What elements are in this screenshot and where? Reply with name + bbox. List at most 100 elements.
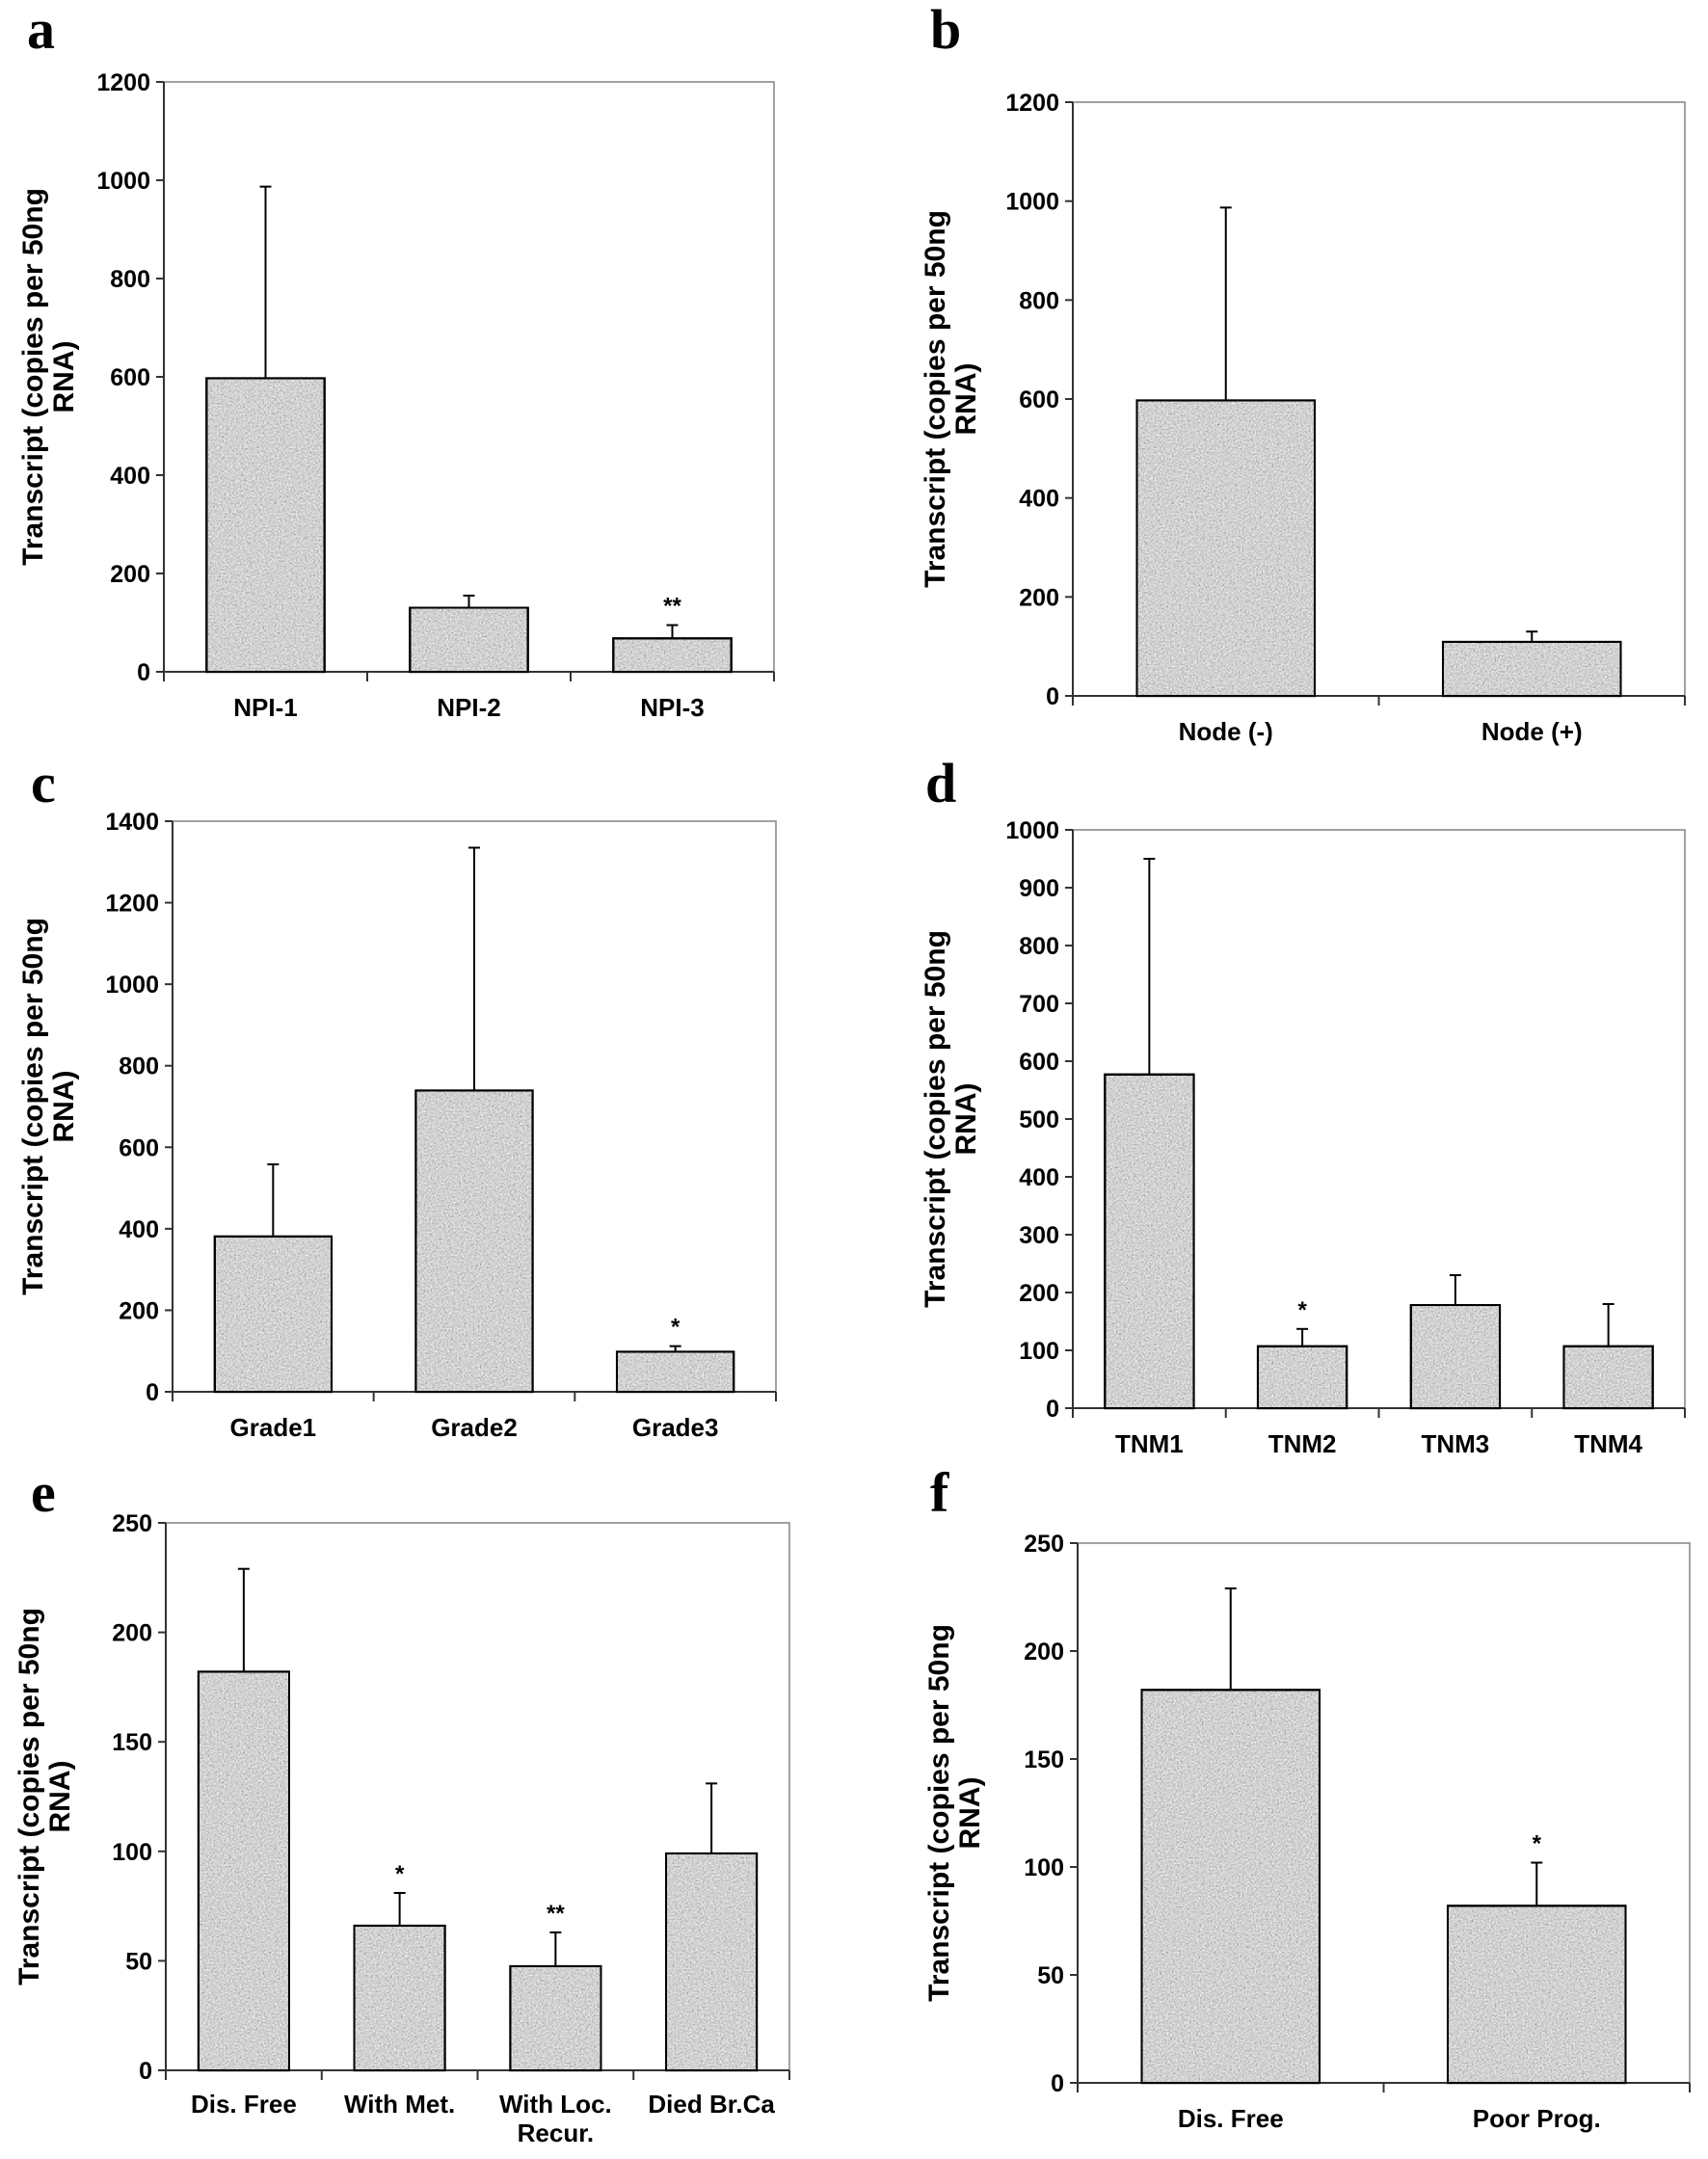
x-category-label: TNM4 [1574, 1429, 1642, 1458]
panel-letter: e [31, 1461, 56, 1524]
y-axis-title-line: Transcript (copies per 50ng [17, 188, 49, 566]
significance-marker: ** [547, 1901, 565, 1927]
y-tick-label: 1200 [96, 69, 150, 96]
significance-marker: * [1533, 1831, 1542, 1857]
y-tick-label: 1000 [1005, 189, 1059, 216]
panel-letter: d [925, 752, 956, 814]
significance-marker: * [395, 1861, 405, 1887]
y-axis-title-line: Transcript (copies per 50ng [13, 1608, 45, 1986]
y-tick-label: 400 [119, 1216, 159, 1243]
panel-letter: a [27, 0, 55, 61]
y-axis-title-line: RNA) [954, 1777, 986, 1850]
y-tick-label: 400 [1019, 1164, 1059, 1191]
y-tick-label: 0 [1046, 683, 1059, 710]
y-tick-label: 300 [1019, 1222, 1059, 1249]
y-tick-label: 800 [110, 266, 150, 293]
panel-b: b 0 200 400 600 800 1000 1200 Transcript (copies… [920, 0, 1686, 746]
y-tick-label: 800 [119, 1053, 159, 1080]
panel-f: f 0 50 100 150 200 250 Transcript (copies per 5… [923, 1461, 1691, 2133]
y-axis-title: Transcript (copies per 50ng RNA) [923, 1624, 986, 2002]
x-category-label: Node (+) [1481, 717, 1583, 746]
bar-texture [355, 1927, 444, 2069]
x-category-label: With Loc. [499, 2090, 612, 2119]
bar-texture [614, 639, 731, 671]
x-category-label: NPI-3 [640, 693, 704, 722]
x-category-label: Poor Prog. [1473, 2104, 1601, 2133]
y-tick-label: 200 [110, 561, 150, 588]
y-tick-label: 0 [137, 659, 150, 686]
bar-texture [1137, 401, 1314, 695]
bar-texture [1142, 1691, 1319, 2082]
y-tick-label: 0 [146, 1379, 159, 1406]
y-tick-label: 1200 [105, 891, 159, 918]
y-tick-label: 1000 [1005, 817, 1059, 844]
y-axis-title-line: Transcript (copies per 50ng [923, 1624, 955, 2002]
y-tick-label: 400 [1019, 486, 1059, 513]
y-tick-label: 200 [119, 1297, 159, 1324]
y-tick-label: 200 [112, 1620, 152, 1647]
y-tick-label: 1400 [105, 809, 159, 836]
y-axis-title: Transcript (copies per 50ng RNA) [920, 210, 982, 588]
x-category-label: Grade2 [431, 1413, 518, 1442]
panel-a: a 0 200 400 600 800 1000 1200 Transcript (copies… [17, 0, 775, 722]
y-tick-label: 600 [110, 364, 150, 391]
x-category-label: Dis. Free [191, 2090, 297, 2119]
y-tick-label: 700 [1019, 991, 1059, 1018]
y-tick-label: 600 [1019, 1049, 1059, 1076]
x-category-label: Node (-) [1179, 717, 1273, 746]
y-tick-label: 150 [1024, 1746, 1064, 1773]
x-category-label: NPI-1 [233, 693, 297, 722]
y-tick-label: 600 [119, 1134, 159, 1161]
bar-texture [216, 1238, 331, 1391]
bar-texture [667, 1854, 756, 2069]
bar-texture [207, 379, 324, 671]
significance-marker: ** [663, 594, 681, 620]
y-tick-label: 50 [125, 1948, 152, 1975]
y-tick-label: 400 [110, 463, 150, 490]
x-category-label: With Met. [344, 2090, 455, 2119]
bar-texture [1259, 1347, 1346, 1407]
bar-texture [1449, 1906, 1625, 2082]
y-tick-label: 200 [1019, 1280, 1059, 1307]
y-axis-title-line: RNA) [48, 1071, 80, 1143]
y-axis-title: Transcript (copies per 50ng RNA) [13, 1608, 76, 1986]
x-category-label: TNM1 [1115, 1429, 1184, 1458]
x-category-label: Grade1 [230, 1413, 317, 1442]
y-tick-label: 200 [1024, 1639, 1064, 1666]
y-tick-label: 50 [1037, 1962, 1064, 1989]
y-tick-label: 100 [1019, 1338, 1059, 1365]
panel-letter: b [930, 0, 961, 61]
y-axis-title: Transcript (copies per 50ng RNA) [17, 188, 80, 566]
y-tick-label: 250 [112, 1510, 152, 1537]
x-category-label: TNM2 [1268, 1429, 1337, 1458]
significance-marker: * [671, 1315, 681, 1341]
y-tick-label: 250 [1024, 1531, 1064, 1558]
y-tick-label: 150 [112, 1729, 152, 1756]
y-tick-label: 1000 [96, 168, 150, 195]
x-category-label: Died Br.Ca [648, 2090, 775, 2119]
y-axis-title-line: RNA) [950, 1083, 982, 1156]
panel-c: c 0 200 400 600 800 1000 1200 1400 Transcript (co… [17, 752, 777, 1442]
bar-texture [411, 608, 527, 671]
y-axis-title: Transcript (copies per 50ng RNA) [920, 930, 982, 1308]
y-axis-title-line: RNA) [48, 341, 80, 413]
y-tick-label: 800 [1019, 933, 1059, 960]
y-tick-label: 100 [1024, 1854, 1064, 1881]
y-axis-title-line: RNA) [950, 363, 982, 436]
bar-texture [200, 1672, 288, 2069]
bar-texture [1106, 1076, 1193, 1407]
y-axis-title-line: Transcript (copies per 50ng [17, 918, 49, 1295]
y-tick-label: 0 [1051, 2070, 1064, 2097]
y-axis-title-line: Transcript (copies per 50ng [920, 210, 951, 588]
y-tick-label: 0 [139, 2058, 152, 2085]
panel-d: d 0 100 200 300 400 500 600 700 800 900 1000 Transcr… [920, 752, 1686, 1458]
bar-texture [1564, 1347, 1652, 1407]
bar-texture [1412, 1306, 1499, 1407]
y-axis-title-line: RNA) [44, 1761, 76, 1833]
y-tick-label: 1000 [105, 972, 159, 999]
y-tick-label: 200 [1019, 584, 1059, 611]
x-category-label: NPI-2 [437, 693, 500, 722]
y-tick-label: 0 [1046, 1396, 1059, 1423]
x-category-label: Recur. [518, 2119, 595, 2147]
